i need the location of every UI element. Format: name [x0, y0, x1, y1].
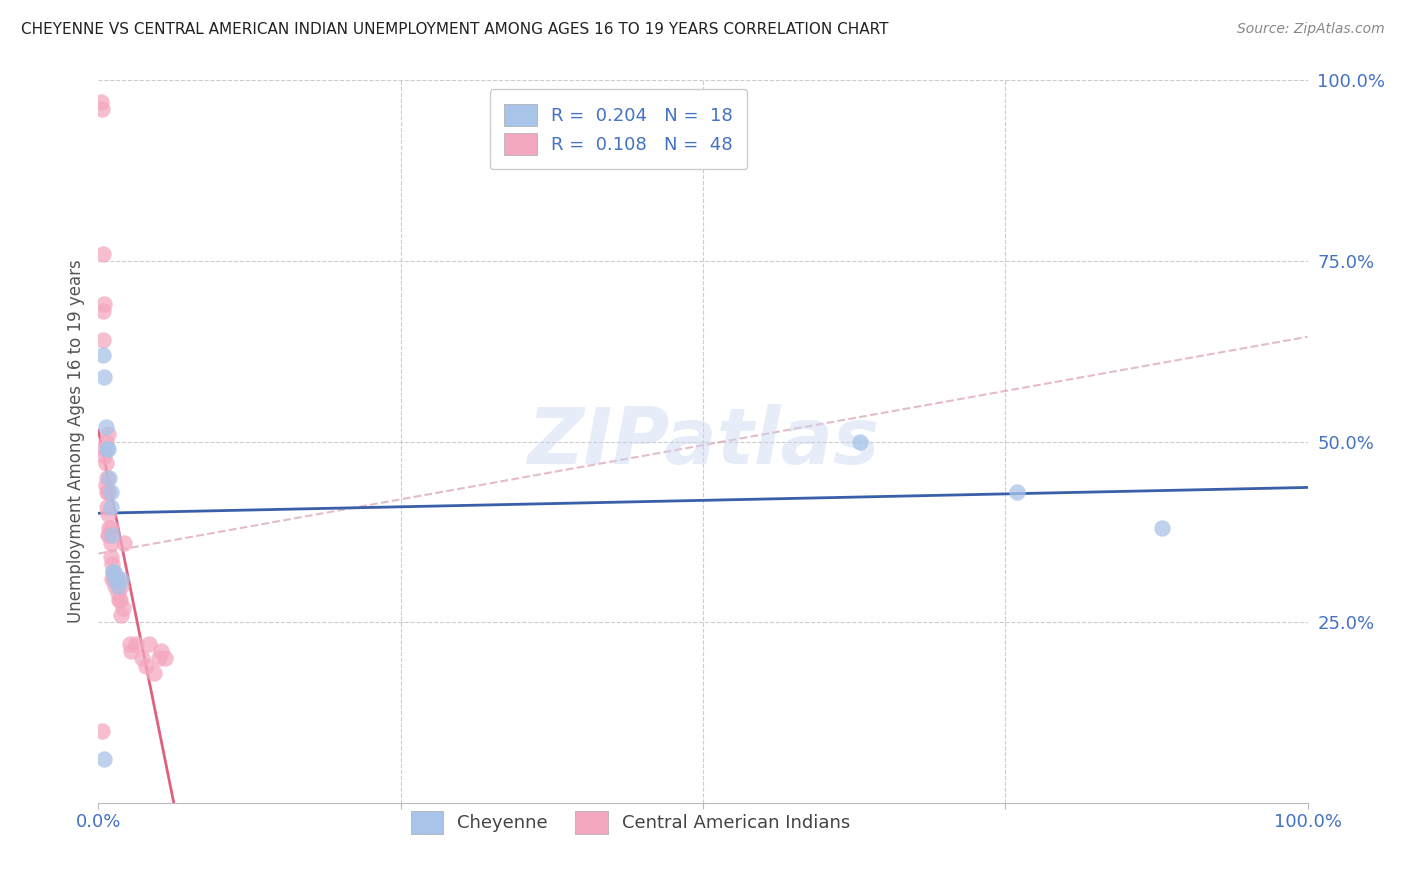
Point	[100, 558, 122, 572]
Point	[112, 535, 135, 549]
Point	[97, 442, 120, 456]
Point	[98, 521, 121, 535]
Point	[100, 572, 122, 586]
Point	[96, 485, 118, 500]
Point	[110, 579, 132, 593]
Point	[120, 644, 142, 658]
Point	[93, 449, 115, 463]
Point	[148, 651, 170, 665]
Point	[94, 420, 117, 434]
Point	[100, 485, 122, 500]
Point	[107, 579, 129, 593]
Point	[97, 485, 120, 500]
Point	[150, 644, 173, 658]
Point	[138, 637, 160, 651]
Point	[98, 470, 121, 484]
Legend: Cheyenne, Central American Indians: Cheyenne, Central American Indians	[396, 797, 865, 848]
Point	[94, 456, 117, 470]
Point	[135, 658, 157, 673]
Text: Source: ZipAtlas.com: Source: ZipAtlas.com	[1237, 22, 1385, 37]
Point	[107, 586, 129, 600]
Point	[110, 607, 132, 622]
Point	[93, 752, 115, 766]
Point	[91, 246, 114, 260]
Text: ZIPatlas: ZIPatlas	[527, 403, 879, 480]
Point	[98, 528, 121, 542]
Point	[118, 637, 141, 651]
Point	[108, 593, 131, 607]
Point	[849, 434, 872, 449]
Point	[143, 665, 166, 680]
Point	[100, 521, 122, 535]
Point	[90, 95, 112, 109]
Point	[97, 507, 120, 521]
Point	[97, 427, 120, 442]
Point	[131, 651, 153, 665]
Point	[96, 442, 118, 456]
Point	[96, 470, 118, 484]
Point	[111, 600, 134, 615]
Point	[103, 572, 125, 586]
Point	[110, 572, 132, 586]
Point	[153, 651, 176, 665]
Point	[1007, 485, 1029, 500]
Point	[91, 348, 114, 362]
Point	[91, 334, 114, 348]
Point	[101, 565, 124, 579]
Point	[100, 535, 122, 549]
Point	[93, 442, 115, 456]
Point	[100, 528, 122, 542]
Point	[94, 434, 117, 449]
Point	[100, 550, 122, 565]
Point	[100, 500, 122, 514]
Point	[101, 565, 124, 579]
Point	[91, 102, 114, 116]
Point	[105, 572, 128, 586]
Point	[94, 478, 117, 492]
Point	[93, 297, 115, 311]
Point	[93, 369, 115, 384]
Point	[103, 565, 125, 579]
Point	[91, 304, 114, 318]
Text: CHEYENNE VS CENTRAL AMERICAN INDIAN UNEMPLOYMENT AMONG AGES 16 TO 19 YEARS CORRE: CHEYENNE VS CENTRAL AMERICAN INDIAN UNEM…	[21, 22, 889, 37]
Point	[104, 579, 127, 593]
Y-axis label: Unemployment Among Ages 16 to 19 years: Unemployment Among Ages 16 to 19 years	[66, 260, 84, 624]
Point	[1152, 521, 1174, 535]
Point	[91, 723, 114, 738]
Point	[97, 528, 120, 542]
Point	[125, 637, 148, 651]
Point	[107, 572, 129, 586]
Point	[104, 572, 127, 586]
Point	[96, 500, 118, 514]
Point	[108, 593, 131, 607]
